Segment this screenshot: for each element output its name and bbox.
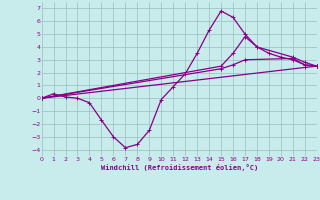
X-axis label: Windchill (Refroidissement éolien,°C): Windchill (Refroidissement éolien,°C) xyxy=(100,164,258,171)
